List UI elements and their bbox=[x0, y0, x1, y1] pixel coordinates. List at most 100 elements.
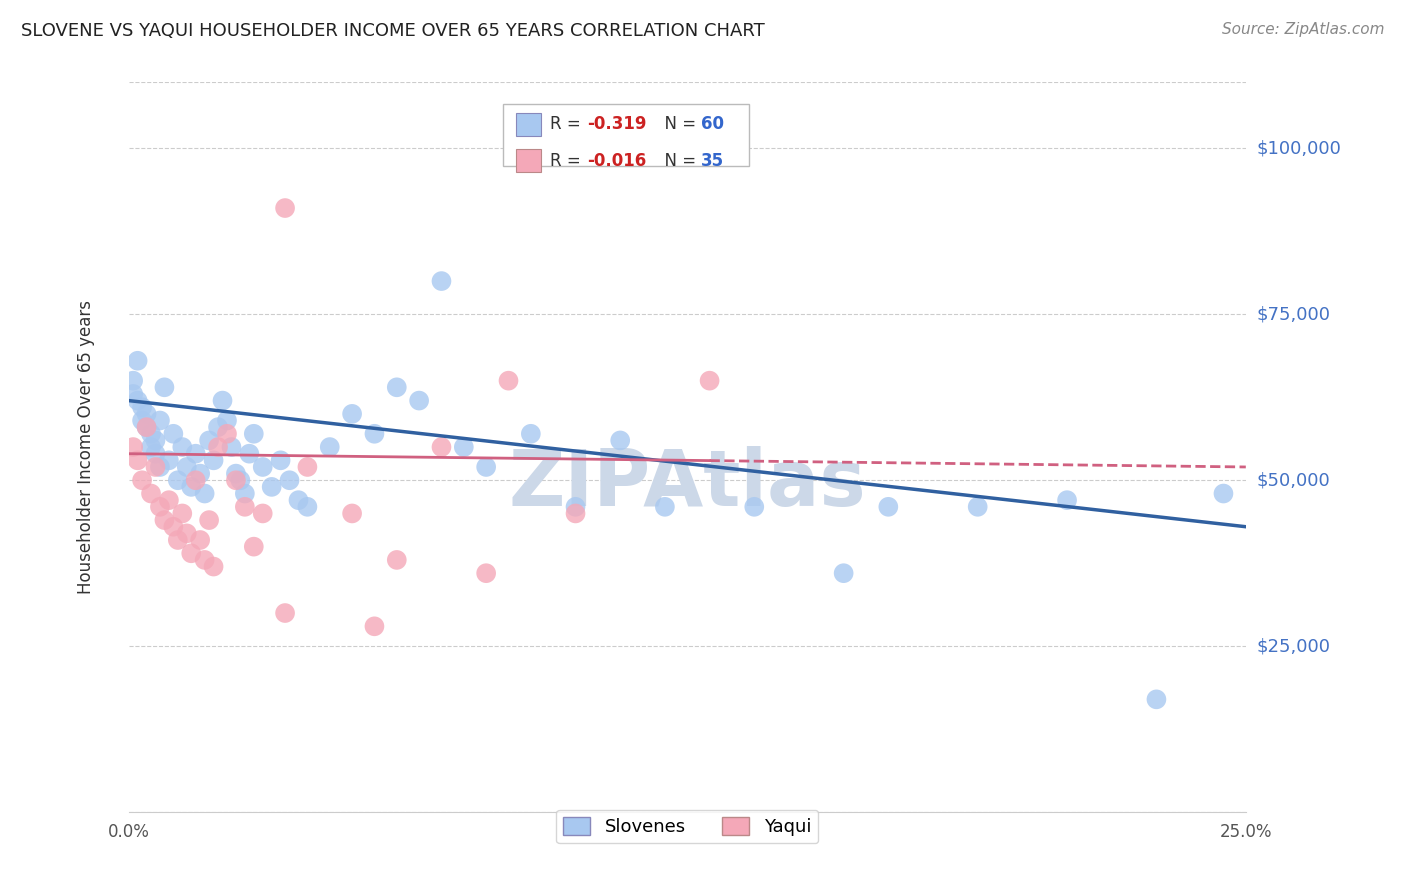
Point bbox=[564, 500, 586, 514]
Text: $50,000: $50,000 bbox=[1257, 471, 1330, 489]
Point bbox=[252, 507, 274, 521]
Point bbox=[127, 453, 149, 467]
Point bbox=[207, 440, 229, 454]
Point bbox=[1056, 493, 1078, 508]
Point bbox=[1212, 486, 1234, 500]
Point bbox=[1144, 692, 1167, 706]
Point bbox=[131, 401, 153, 415]
Point bbox=[198, 434, 221, 448]
Point bbox=[122, 374, 145, 388]
Point bbox=[475, 566, 498, 581]
Point bbox=[153, 380, 176, 394]
Point bbox=[127, 393, 149, 408]
Point bbox=[215, 413, 238, 427]
Text: -0.016: -0.016 bbox=[586, 152, 645, 169]
Point bbox=[475, 460, 498, 475]
Point bbox=[278, 473, 301, 487]
Text: 35: 35 bbox=[700, 152, 724, 169]
Point bbox=[340, 507, 363, 521]
Point bbox=[139, 440, 162, 454]
Point bbox=[149, 460, 172, 475]
Point bbox=[966, 500, 988, 514]
Point bbox=[131, 473, 153, 487]
Point bbox=[145, 447, 167, 461]
Point bbox=[184, 447, 207, 461]
FancyBboxPatch shape bbox=[503, 103, 748, 166]
Point bbox=[145, 434, 167, 448]
Bar bbox=[516, 149, 541, 172]
Point bbox=[139, 426, 162, 441]
Point bbox=[162, 519, 184, 533]
Point bbox=[270, 453, 292, 467]
Point bbox=[252, 460, 274, 475]
Point bbox=[157, 493, 180, 508]
Point bbox=[131, 413, 153, 427]
Point bbox=[233, 486, 256, 500]
Point bbox=[194, 553, 217, 567]
Text: SLOVENE VS YAQUI HOUSEHOLDER INCOME OVER 65 YEARS CORRELATION CHART: SLOVENE VS YAQUI HOUSEHOLDER INCOME OVER… bbox=[21, 22, 765, 40]
Point bbox=[520, 426, 543, 441]
Text: N =: N = bbox=[654, 152, 702, 169]
Point bbox=[139, 486, 162, 500]
Point bbox=[180, 480, 202, 494]
Point bbox=[180, 546, 202, 560]
Text: N =: N = bbox=[654, 115, 702, 133]
Point bbox=[297, 500, 319, 514]
Point bbox=[430, 440, 453, 454]
Point bbox=[122, 387, 145, 401]
Point bbox=[135, 420, 157, 434]
Point bbox=[172, 440, 194, 454]
Point bbox=[877, 500, 900, 514]
Point bbox=[207, 420, 229, 434]
Text: -0.319: -0.319 bbox=[586, 115, 647, 133]
Point bbox=[176, 526, 198, 541]
Point bbox=[363, 426, 385, 441]
Point bbox=[363, 619, 385, 633]
Point bbox=[149, 413, 172, 427]
Text: $75,000: $75,000 bbox=[1257, 305, 1331, 323]
Point bbox=[166, 473, 188, 487]
Point bbox=[699, 374, 721, 388]
Text: R =: R = bbox=[550, 152, 586, 169]
Point bbox=[194, 486, 217, 500]
Text: Source: ZipAtlas.com: Source: ZipAtlas.com bbox=[1222, 22, 1385, 37]
Text: ZIPAtlas: ZIPAtlas bbox=[509, 446, 866, 522]
Text: Householder Income Over 65 years: Householder Income Over 65 years bbox=[77, 300, 96, 594]
Point bbox=[453, 440, 475, 454]
Point bbox=[176, 460, 198, 475]
Point bbox=[408, 393, 430, 408]
Legend: Slovenes, Yaqui: Slovenes, Yaqui bbox=[557, 810, 818, 843]
Point bbox=[202, 453, 225, 467]
Point bbox=[202, 559, 225, 574]
Point bbox=[274, 201, 297, 215]
Text: 60: 60 bbox=[700, 115, 724, 133]
Text: R =: R = bbox=[550, 115, 586, 133]
Point bbox=[742, 500, 765, 514]
Point bbox=[135, 407, 157, 421]
Point bbox=[654, 500, 676, 514]
Point bbox=[221, 440, 243, 454]
Point bbox=[188, 467, 211, 481]
Bar bbox=[516, 112, 541, 136]
Point bbox=[225, 473, 247, 487]
Point bbox=[188, 533, 211, 547]
Point bbox=[385, 553, 408, 567]
Point bbox=[166, 533, 188, 547]
Point bbox=[233, 500, 256, 514]
Point bbox=[157, 453, 180, 467]
Point bbox=[198, 513, 221, 527]
Point bbox=[832, 566, 855, 581]
Point bbox=[297, 460, 319, 475]
Point bbox=[184, 473, 207, 487]
Point bbox=[609, 434, 631, 448]
Point bbox=[145, 460, 167, 475]
Point bbox=[153, 513, 176, 527]
Point bbox=[564, 507, 586, 521]
Text: $25,000: $25,000 bbox=[1257, 637, 1331, 656]
Text: $100,000: $100,000 bbox=[1257, 139, 1341, 157]
Point bbox=[319, 440, 342, 454]
Point bbox=[498, 374, 520, 388]
Point bbox=[260, 480, 283, 494]
Point bbox=[243, 426, 266, 441]
Point bbox=[287, 493, 309, 508]
